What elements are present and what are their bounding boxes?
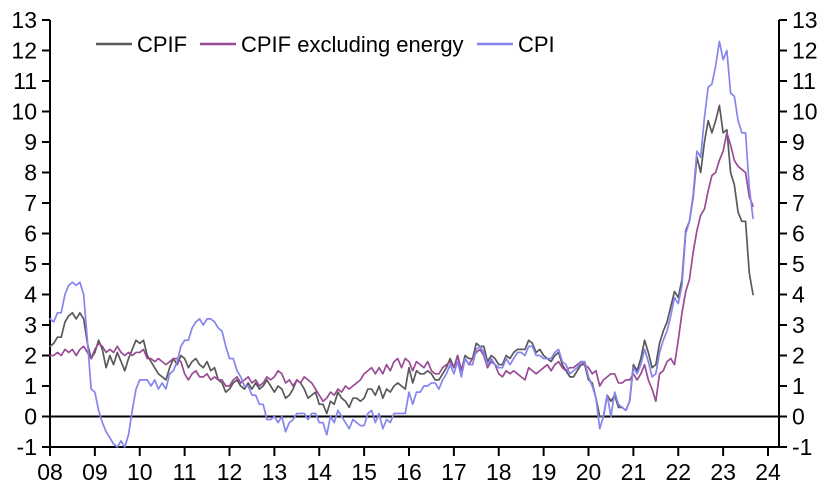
y-tick-label-left: 13	[11, 7, 37, 33]
y-tick-label-right: 9	[792, 129, 805, 155]
y-tick-label-right: 2	[792, 343, 805, 369]
y-tick-label-right: 10	[792, 99, 818, 125]
series-line-cpif	[49, 104, 754, 418]
x-tick-label: 12	[217, 459, 243, 485]
x-tick-label: 20	[576, 459, 602, 485]
plot-area	[49, 40, 754, 448]
y-tick-label-left: 8	[24, 160, 37, 186]
y-tick-label-right: 3	[792, 312, 805, 338]
legend-item-cpif-excluding-energy: CPIF excluding energy	[200, 32, 464, 57]
x-tick-label: 19	[531, 459, 557, 485]
x-tick-label: 09	[82, 459, 108, 485]
y-tick-label-left: 10	[11, 99, 37, 125]
legend-item-cpif: CPIF	[96, 32, 187, 57]
x-tick-label: 17	[441, 459, 467, 485]
y-tick-label-left: 7	[24, 190, 37, 216]
legend-item-cpi: CPI	[477, 32, 555, 57]
y-tick-label-left: 9	[24, 129, 37, 155]
legend-label: CPI	[518, 32, 555, 57]
x-tick-label: 08	[37, 459, 63, 485]
series-line-cpif-excluding-energy	[49, 132, 754, 403]
y-tick-label-left: 1	[24, 373, 37, 399]
y-tick-label-right: 0	[792, 404, 805, 430]
x-tick-label: 10	[127, 459, 153, 485]
y-tick-label-left: -1	[17, 434, 37, 460]
y-tick-label-right: 6	[792, 221, 805, 247]
series-line-cpi	[49, 40, 754, 448]
legend-label: CPIF	[137, 32, 187, 57]
x-tick-label: 18	[486, 459, 512, 485]
y-tick-label-right: 13	[792, 7, 818, 33]
y-tick-label-left: 12	[11, 38, 37, 64]
y-tick-label-right: 4	[792, 282, 805, 308]
y-tick-label-right: 5	[792, 251, 805, 277]
y-tick-label-left: 0	[24, 404, 37, 430]
y-tick-label-right: 11	[792, 68, 816, 94]
y-tick-label-right: 7	[792, 190, 805, 216]
y-tick-label-right: 1	[792, 373, 805, 399]
x-tick-label: 16	[396, 459, 422, 485]
x-tick-label: 14	[306, 459, 332, 485]
y-tick-label-left: 5	[24, 251, 37, 277]
x-axis-ticks: 08 09 10 11 12 13 14 15 16 17 18 19 20 21 22 23 24	[37, 447, 781, 485]
x-tick-label: 21	[621, 459, 647, 485]
y-tick-label-left: 11	[13, 68, 37, 94]
x-tick-label: 11	[173, 459, 197, 485]
x-tick-label: 24	[755, 459, 781, 485]
y-tick-label-left: 6	[24, 221, 37, 247]
x-tick-label: 13	[262, 459, 288, 485]
y-tick-label-left: 4	[24, 282, 37, 308]
x-tick-label: 15	[351, 459, 377, 485]
y-tick-label-right: 12	[792, 38, 818, 64]
y-tick-label-right: 8	[792, 160, 805, 186]
legend-label: CPIF excluding energy	[241, 32, 464, 57]
x-tick-label: 23	[710, 459, 736, 485]
y-tick-label-left: 2	[24, 343, 37, 369]
y-tick-label-right: -1	[792, 434, 812, 460]
x-tick-label: 22	[665, 459, 691, 485]
y-tick-label-left: 3	[24, 312, 37, 338]
legend: CPIF CPIF excluding energy CPI	[96, 32, 555, 57]
